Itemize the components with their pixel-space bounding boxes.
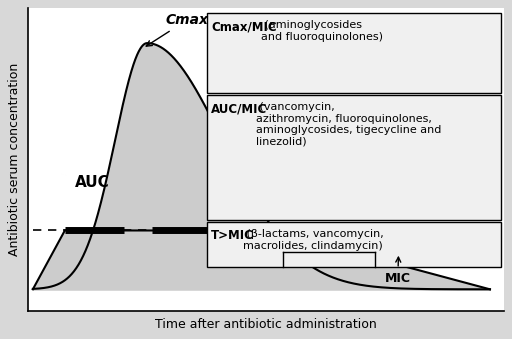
Text: AUC/MIC: AUC/MIC [211,102,268,115]
X-axis label: Time after antibiotic administration: Time after antibiotic administration [155,318,377,331]
Text: T>MIC: T>MIC [211,229,254,242]
Text: Cmax: Cmax [146,13,208,46]
Text: (aminoglycosides
and fluoroquinolones): (aminoglycosides and fluoroquinolones) [261,20,383,42]
Bar [206,13,501,93]
Bar [206,221,501,267]
Y-axis label: Antibiotic serum concentration: Antibiotic serum concentration [8,63,22,256]
Text: (vancomycin,
azithromycin, fluoroquinolones,
aminoglycosides, tigecycline and
li: (vancomycin, azithromycin, fluoroquinolo… [257,102,442,147]
Text: (β-lactams, vancomycin,
macrolides, clindamycin): (β-lactams, vancomycin, macrolides, clin… [243,229,384,251]
Bar [206,95,501,220]
Text: MIC: MIC [385,257,411,284]
Text: Cmax/MIC: Cmax/MIC [211,20,277,34]
Text: AUC: AUC [75,175,110,190]
